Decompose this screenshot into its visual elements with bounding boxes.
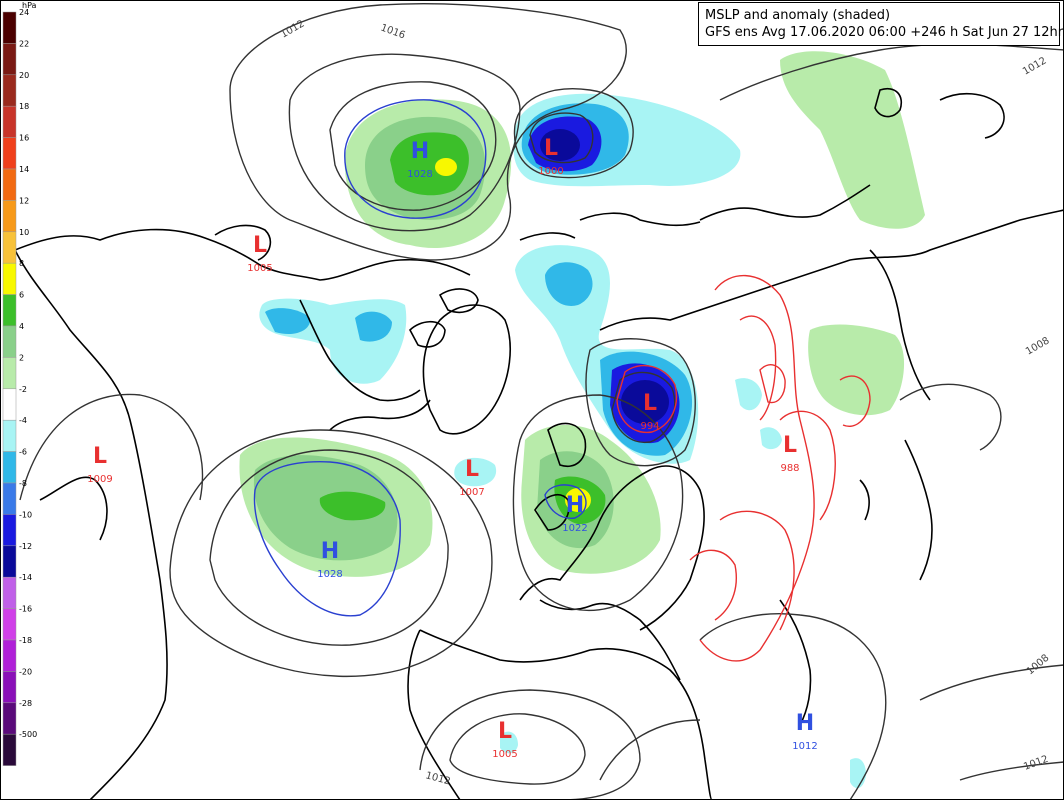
legend-swatch [2,357,17,390]
isobar-label: 1012 [1021,55,1049,77]
low-pressure-marker: L [253,233,267,258]
legend-label: 10 [19,228,29,237]
legend-swatch [2,702,17,735]
anomaly-shading [239,51,925,789]
legend-swatch [2,231,17,264]
isobar-label: 1016 [379,22,407,41]
legend-unit: hPa [22,1,37,10]
pressure-value: 1028 [407,169,432,180]
legend-label: 8 [19,259,24,268]
pressure-value: 1012 [792,741,817,752]
legend-swatch [2,294,17,327]
legend-label: 16 [19,134,29,143]
isobar-label: 1012 [279,18,307,40]
pressure-value: 1028 [317,569,342,580]
legend-label: 4 [19,322,24,331]
low-pressure-marker: L [544,136,558,161]
legend-label: -10 [19,510,32,519]
legend-swatch [2,451,17,484]
legend-label: -2 [19,385,27,394]
high-pressure-marker: H [796,711,814,736]
legend-label: 24 [19,8,29,17]
low-pressure-marker: L [93,444,107,469]
low-pressure-marker: L [643,391,657,416]
pressure-value: 994 [640,421,659,432]
legend-label: -8 [19,479,27,488]
legend-label: 18 [19,102,29,111]
pressure-value: 1005 [492,749,517,760]
low-pressure-marker: L [498,719,512,744]
legend-swatch [2,576,17,609]
highlight-contours [253,99,871,662]
isobar-label: 1012 [424,770,451,787]
legend-swatch [2,74,17,107]
map-subtitle: GFS ens Avg 17.06.2020 06:00 +246 h Sat … [705,25,1064,40]
legend-label: 2 [19,353,24,362]
legend-swatch [2,200,17,233]
map-title: MSLP and anomaly (shaded) [705,8,891,23]
legend-label: -500 [19,730,37,739]
low-pressure-marker: L [783,433,797,458]
legend-swatch [2,11,17,44]
pressure-value: 1000 [538,166,563,177]
legend-swatch [2,608,17,641]
isobar-label: 1012 [1022,754,1050,773]
legend-swatch [2,388,17,421]
legend-swatch [2,168,17,201]
high-pressure-marker: H [566,493,584,518]
legend-swatch [2,639,17,672]
high-pressure-marker: H [411,139,429,164]
isobars [19,3,1064,800]
legend-label: 12 [19,196,29,205]
pressure-systems: H 1028 L 1000 L 1005 L 1009 H 1028 L 1007 H 1022 L 994 L… [87,136,817,760]
pressure-value: 1009 [87,474,112,485]
legend-swatch [2,482,17,515]
legend-swatch [2,262,17,295]
pressure-value: 988 [780,463,799,474]
isobar-label: 1008 [1024,335,1052,357]
legend-swatch [2,325,17,358]
high-pressure-marker: H [321,539,339,564]
legend-swatch [2,137,17,170]
legend-label: -4 [19,416,27,425]
legend-swatch [2,105,17,138]
map-title-box: MSLP and anomaly (shaded) GFS ens Avg 17… [698,2,1064,46]
legend-swatch [2,514,17,547]
legend-label: -14 [19,573,32,582]
legend-label: 22 [19,39,29,48]
isobar-label: 1008 [1025,653,1052,678]
legend-swatch [2,419,17,452]
legend-label: -6 [19,448,27,457]
legend-swatch [2,43,17,76]
legend-label: -20 [19,667,32,676]
pressure-value: 1005 [247,263,272,274]
legend-label: 20 [19,71,29,80]
low-pressure-marker: L [465,457,479,482]
legend-swatch [2,733,17,766]
legend-label: -28 [19,699,32,708]
legend-label: 14 [19,165,29,174]
legend-label: -18 [19,636,32,645]
anomaly-legend: 24 22 20 18 16 14 12 10 8 6 4 2 -2 -4 -6 -8 -10 -12 -14 -16… [2,8,37,766]
legend-label: -16 [19,605,32,614]
pressure-value: 1022 [562,523,587,534]
legend-swatch [2,545,17,578]
legend-label: -12 [19,542,32,551]
legend-swatch [2,671,17,704]
legend-label: 6 [19,291,24,300]
pressure-value: 1007 [459,487,484,498]
coastlines [14,88,1064,800]
